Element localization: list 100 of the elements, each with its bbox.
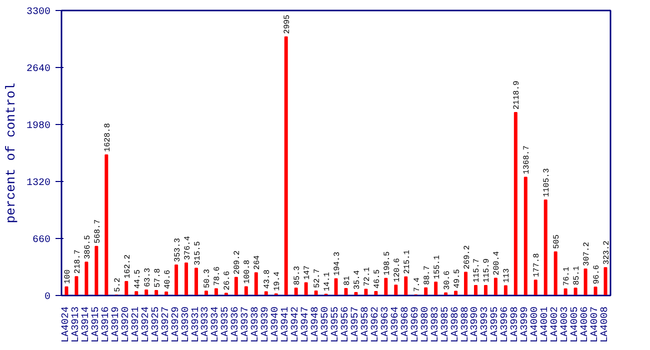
x-tick-label: LA3941	[280, 306, 292, 343]
x-tick-label: LA3986	[450, 306, 462, 343]
data-label: 100	[63, 269, 72, 284]
data-label: 35.4	[352, 270, 362, 290]
x-tick-label: LA3980	[420, 306, 432, 343]
y-tick-label: 2640	[26, 64, 51, 75]
data-label: 43.8	[263, 269, 272, 289]
x-tick-label: LA3934	[210, 306, 222, 343]
x-tick-label: LA3940	[270, 306, 282, 343]
x-tick-label: LA3939	[260, 306, 272, 343]
data-label: 323.2	[602, 240, 612, 265]
data-label: 177.8	[532, 252, 542, 278]
x-tick-label: LA3956	[340, 306, 352, 343]
x-tick-label: LA3985	[440, 306, 452, 343]
data-label: 78.6	[213, 266, 222, 286]
x-tick-label: LA3962	[370, 306, 382, 343]
data-label: 353.3	[173, 238, 182, 262]
x-tick-label: LA3950	[320, 306, 332, 343]
x-tick-label: LA3929	[170, 306, 182, 343]
x-tick-label: LA3913	[70, 306, 82, 343]
x-tick-label: LA3915	[90, 306, 102, 343]
data-label: 155.1	[432, 254, 442, 280]
x-tick-label: LA3999	[520, 306, 532, 343]
x-tick-label: LA3930	[180, 306, 192, 343]
x-tick-label: LA4024	[60, 306, 72, 343]
data-label: 147	[303, 265, 312, 280]
x-tick-label: LA3947	[300, 306, 312, 343]
data-label: 44.5	[133, 269, 142, 289]
x-tick-label: LA3963	[380, 306, 392, 343]
data-label: 162.2	[123, 254, 132, 278]
x-tick-label: LA4007	[590, 306, 602, 343]
data-label: 113	[502, 268, 512, 283]
x-tick-label: LA3955	[330, 306, 342, 343]
data-label: 72.1	[362, 266, 372, 286]
x-tick-label: LA3927	[160, 306, 172, 343]
x-tick-label: LA3937	[240, 306, 252, 343]
data-label: 40.6	[163, 270, 172, 289]
data-label: 85.1	[572, 266, 582, 286]
data-label: 194.3	[333, 252, 342, 276]
x-tick-label: LA3921	[130, 306, 142, 343]
data-label: 269.2	[462, 245, 472, 270]
y-tick-label: 3300	[26, 7, 51, 18]
x-tick-label: LA3919	[110, 306, 122, 343]
data-label: 57.8	[153, 268, 162, 288]
data-label: 14.1	[323, 272, 332, 292]
data-label: 198.5	[382, 251, 392, 276]
x-tick-label: LA4000	[530, 306, 542, 343]
x-tick-label: LA4003	[560, 306, 572, 343]
y-tick-label: 1980	[26, 121, 51, 132]
x-tick-label: LA3931	[190, 306, 202, 343]
x-tick-label: LA3983	[430, 306, 442, 343]
data-label: 26.6	[223, 270, 232, 290]
data-label: 115.9	[482, 258, 492, 282]
data-label: 49.5	[452, 268, 462, 288]
data-label: 19.4	[273, 271, 282, 291]
x-tick-label: LA4008	[600, 306, 612, 343]
data-label: 30.6	[442, 270, 452, 290]
x-tick-label: LA3925	[150, 306, 162, 343]
x-tick-label: LA3958	[360, 306, 372, 343]
data-label: 76.1	[562, 266, 572, 286]
data-label: 46.5	[372, 269, 382, 288]
data-label: 7.4	[412, 277, 422, 292]
x-tick-label: LA3916	[100, 306, 112, 343]
y-axis-title: percent of control	[3, 82, 18, 224]
x-tick-label: LA3993	[480, 306, 492, 343]
x-tick-label: LA3920	[120, 306, 132, 343]
data-label: 85.3	[293, 266, 302, 286]
data-label: 307.2	[582, 242, 592, 266]
y-tick-label: 0	[44, 292, 51, 303]
x-tick-label: LA4005	[570, 306, 582, 343]
x-tick-label: LA3968	[400, 306, 412, 343]
data-label: 376.4	[183, 236, 192, 260]
data-label: 218.7	[73, 249, 82, 274]
x-tick-label: LA3998	[510, 306, 522, 343]
data-label: 63.3	[143, 268, 152, 288]
data-label: 1105.3	[542, 168, 552, 198]
x-tick-label: LA3969	[410, 306, 422, 343]
x-tick-label: LA3988	[460, 306, 472, 343]
x-tick-label: LA4002	[550, 306, 562, 343]
x-tick-label: LA4001	[540, 306, 552, 343]
x-tick-label: LA3957	[350, 306, 362, 343]
x-tick-label: LA3938	[250, 306, 262, 343]
y-tick-label: 660	[32, 235, 51, 246]
data-label: 505	[552, 234, 562, 249]
data-label: 100.8	[243, 260, 252, 284]
data-label: 50.3	[203, 268, 212, 288]
data-label: 5.2	[113, 277, 122, 292]
x-tick-label: LA3964	[390, 306, 402, 343]
x-tick-label: LA3995	[490, 306, 502, 343]
x-tick-label: LA3935	[220, 306, 232, 343]
x-tick-label: LA3948	[310, 306, 322, 343]
data-label: 1628.8	[103, 122, 112, 152]
x-tick-label: LA4006	[580, 306, 592, 343]
x-tick-label: LA3936	[230, 306, 242, 343]
data-label: 120.6	[392, 258, 402, 282]
data-label: 2118.9	[512, 80, 522, 110]
x-tick-label: LA3996	[500, 306, 512, 343]
data-label: 115.7	[472, 258, 482, 283]
data-label: 1368.7	[522, 145, 532, 174]
x-tick-label: LA3990	[470, 306, 482, 343]
